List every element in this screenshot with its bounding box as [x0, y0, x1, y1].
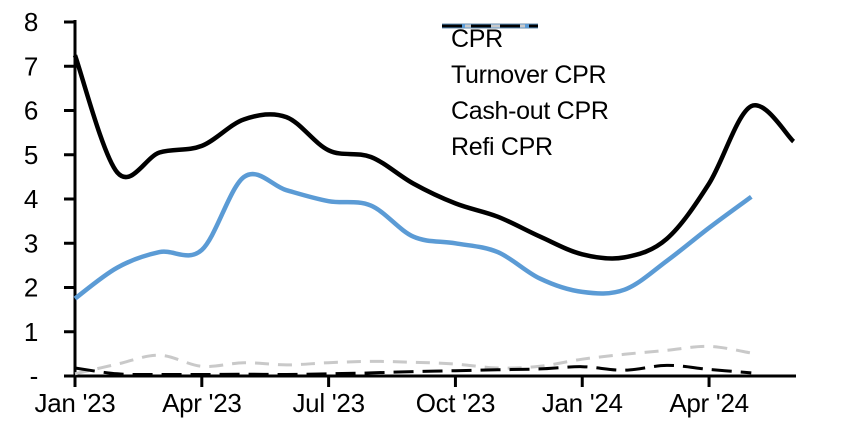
- y-tick-label: 5: [24, 140, 38, 170]
- legend-label-cash-out-cpr: Cash-out CPR: [451, 96, 609, 125]
- x-tick-label: Jan '24: [542, 388, 623, 418]
- legend-item-refi-cpr: Refi CPR: [442, 24, 609, 165]
- y-tick-label: 3: [24, 228, 38, 258]
- legend-label-cpr: CPR: [451, 24, 503, 53]
- series-line-turnover-cpr: [73, 171, 753, 301]
- x-tick-label: Apr '23: [162, 388, 241, 418]
- y-tick-label: 4: [24, 184, 38, 214]
- series-line-cpr: [72, 54, 796, 261]
- x-axis-ticks: Jan '23 Apr '23 Jul '23 Oct '23 Jan '24 Apr '…: [35, 376, 749, 418]
- x-tick-label: Jul '23: [292, 388, 364, 418]
- legend-label-refi-cpr: Refi CPR: [451, 132, 553, 161]
- legend-label-turnover-cpr: Turnover CPR: [451, 60, 607, 89]
- series-lines: [72, 54, 796, 377]
- x-tick-label: Apr '24: [669, 388, 748, 418]
- legend-item-cash-out-cpr: Cash-out CPR: [442, 24, 609, 129]
- y-tick-label: 6: [24, 96, 38, 126]
- y-tick-label: 2: [24, 273, 38, 303]
- legend-item-turnover-cpr: Turnover CPR: [442, 23, 609, 93]
- series-line-cash-out-cpr: [74, 344, 752, 376]
- x-tick-label: Jan '23: [35, 388, 116, 418]
- y-tick-label: 1: [24, 317, 38, 347]
- legend-line-sample-refi-cpr: [442, 24, 538, 28]
- series-line-refi-cpr: [74, 363, 752, 377]
- y-tick-label: -: [30, 361, 38, 391]
- y-tick-label: 8: [24, 7, 38, 37]
- chart-legend: CPR Turnover CPR Cash-out CPR Refi CPR: [442, 21, 609, 165]
- y-tick-label: 7: [24, 51, 38, 81]
- y-axis-ticks: - 1 2 3 4 5 6 7 8: [24, 7, 75, 391]
- x-tick-label: Oct '23: [416, 388, 495, 418]
- axes: [73, 20, 796, 378]
